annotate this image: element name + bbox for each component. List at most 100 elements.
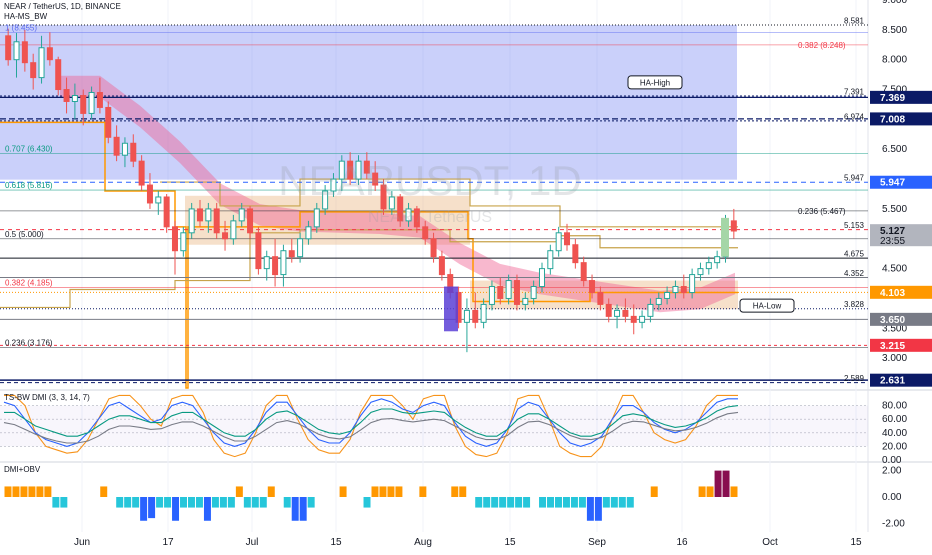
- candle-body: [572, 244, 579, 264]
- candle-body: [205, 208, 212, 222]
- obv-bar: [180, 497, 187, 508]
- time-axis-tick: Jul: [246, 537, 259, 548]
- candle-body: [180, 232, 187, 252]
- obv-bar: [419, 486, 427, 497]
- obv-bar: [140, 497, 148, 521]
- price-level-label: 3.828: [844, 300, 865, 309]
- time-axis-tick: Oct: [762, 537, 778, 548]
- obv-bar: [586, 497, 594, 521]
- candle-body: [505, 280, 512, 299]
- price-badge-label: 3.650: [880, 315, 905, 326]
- candle-body: [213, 208, 220, 234]
- obv-bar: [459, 486, 467, 497]
- obv-bar: [195, 497, 203, 508]
- candle-body: [730, 220, 737, 232]
- dmi-series-line: [3, 411, 739, 444]
- candle-body: [280, 250, 287, 276]
- ha-block: [721, 217, 729, 257]
- obv-bar: [491, 497, 499, 508]
- obv-bar: [124, 497, 132, 508]
- obv-bar: [339, 486, 347, 497]
- candle-body: [488, 286, 495, 305]
- obv-bar: [164, 497, 172, 508]
- obv-axis-tick: 0.00: [882, 492, 902, 503]
- obv-bar: [156, 497, 164, 508]
- candle-body: [255, 232, 262, 270]
- candle-body: [171, 226, 178, 252]
- obv-bar: [235, 486, 243, 497]
- candle-body: [530, 286, 537, 299]
- obv-axis-tick: 2.00: [882, 466, 902, 477]
- candle-body: [188, 208, 195, 234]
- price-badge: [870, 312, 932, 326]
- time-axis-tick: 15: [504, 537, 516, 548]
- price-badge: [870, 285, 932, 299]
- candle-body: [96, 92, 103, 108]
- obv-bar: [523, 497, 531, 508]
- fib-level-label: 0.382 (8.248): [798, 41, 846, 50]
- candle-body: [672, 286, 679, 293]
- dmi-panel: 80.00 60.00 40.00 20.00 0.00 TS-BW DMI (3, 3,…: [0, 393, 907, 466]
- candle-body: [513, 280, 520, 305]
- fib-level-label: 0.236 (5.467): [798, 207, 846, 216]
- candle-body: [664, 291, 671, 299]
- candle-body: [714, 256, 721, 264]
- obv-bar: [578, 497, 586, 508]
- obv-bar: [251, 497, 259, 508]
- obv-bar: [259, 497, 267, 508]
- candle-body: [113, 136, 120, 156]
- obv-bar: [36, 486, 44, 497]
- candle-body: [338, 160, 345, 180]
- time-axis-tick: 15: [850, 537, 862, 548]
- candle-body: [222, 232, 229, 240]
- dmi-series-line: [3, 398, 738, 447]
- obv-bar: [132, 497, 140, 508]
- candle-body: [405, 208, 412, 222]
- price-level-label: 2.589: [844, 374, 865, 383]
- candle-body: [480, 303, 487, 323]
- candle-body: [647, 303, 654, 317]
- price-badge-label: 5.947: [880, 178, 905, 189]
- time-axis-tick: 17: [162, 537, 174, 548]
- candle-body: [380, 184, 387, 210]
- obv-bar: [267, 486, 275, 497]
- candle-body: [347, 160, 354, 180]
- obv-bar: [363, 497, 371, 508]
- obv-bar: [507, 497, 515, 508]
- annotation-label: HA-Low: [753, 302, 782, 311]
- price-axis-tick: 4.500: [882, 264, 907, 275]
- price-level-label: 7.391: [844, 88, 865, 97]
- price-level-label: 4.352: [844, 269, 865, 278]
- obv-bar: [227, 497, 235, 508]
- candle-body: [230, 220, 237, 240]
- obv-bar: [626, 497, 634, 508]
- trend-band: [60, 75, 735, 313]
- price-badge-label: 7.369: [880, 93, 905, 104]
- candle-body: [705, 262, 712, 270]
- candle-body: [388, 196, 395, 210]
- time-axis: Jun 17 Jul 15 Aug 15 Sep 16 Oct 15: [74, 537, 862, 548]
- candle-body: [622, 309, 629, 317]
- price-badge: [870, 90, 932, 104]
- obv-bar: [547, 497, 554, 508]
- candle-body: [680, 286, 687, 293]
- candle-body: [21, 41, 28, 64]
- price-badge-label: 2.631: [880, 376, 905, 387]
- candle-body: [46, 47, 53, 61]
- candle-body: [413, 208, 420, 228]
- price-badge-label: 5.127: [880, 226, 905, 237]
- obv-bar: [4, 486, 12, 497]
- candle-body: [472, 309, 479, 323]
- obv-bar: [650, 486, 658, 497]
- fib-level-label: 0.707 (6.430): [5, 144, 53, 153]
- price-axis: 9.0008.5008.0007.5006.5005.5005.0004.500…: [870, 0, 932, 387]
- obv-bar: [44, 486, 52, 497]
- candle-body: [697, 268, 704, 276]
- obv-bar: [499, 497, 507, 508]
- candle-body: [288, 250, 295, 258]
- candle-body: [13, 41, 20, 61]
- candle-body: [363, 160, 370, 174]
- obv-bar: [395, 486, 403, 497]
